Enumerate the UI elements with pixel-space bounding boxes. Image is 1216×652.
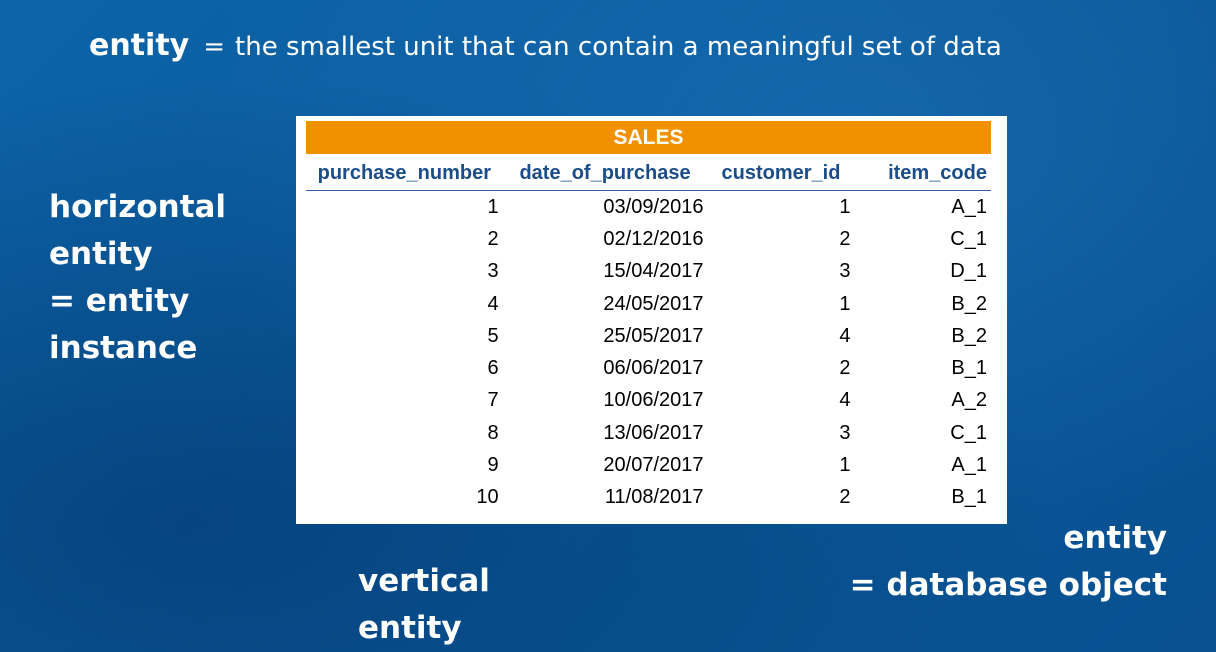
cell-item-code: B_1 <box>951 486 987 509</box>
cell-purchase-number: 7 <box>487 389 499 412</box>
table-row: 7 10/06/2017 4 A_2 <box>306 385 991 417</box>
horizontal-label-line: horizontal <box>49 189 227 225</box>
cell-date-of-purchase: 24/05/2017 <box>603 292 704 315</box>
cell-customer-id: 2 <box>839 486 851 509</box>
cell-purchase-number: 5 <box>487 324 499 347</box>
cell-purchase-number: 9 <box>487 454 499 477</box>
cell-customer-id: 2 <box>839 227 851 250</box>
cell-purchase-number: 3 <box>487 260 499 283</box>
database-object-label: entity = database object <box>850 515 1167 609</box>
cell-item-code: D_1 <box>950 260 987 283</box>
cell-item-code: B_2 <box>951 292 987 315</box>
cell-customer-id: 2 <box>839 357 851 380</box>
table-row: 9 20/07/2017 1 A_1 <box>306 449 991 481</box>
table-row: 10 11/08/2017 2 B_1 <box>306 482 991 514</box>
column-header-customer-id: customer_id <box>707 156 855 191</box>
cell-customer-id: 1 <box>839 195 851 218</box>
cell-purchase-number: 4 <box>487 292 499 315</box>
cell-purchase-number: 10 <box>476 486 499 509</box>
cell-item-code: C_1 <box>950 421 987 444</box>
cell-item-code: A_1 <box>951 454 987 477</box>
cell-customer-id: 4 <box>839 389 851 412</box>
definition-term: entity <box>89 28 190 63</box>
table-header-row: purchase_number date_of_purchase custome… <box>306 156 991 191</box>
cell-date-of-purchase: 11/08/2017 <box>604 486 704 509</box>
horizontal-entity-label: horizontal entity = entity instance <box>49 184 226 372</box>
definition-text: the smallest unit that can contain a mea… <box>235 32 1002 62</box>
cell-date-of-purchase: 06/06/2017 <box>603 357 704 380</box>
cell-purchase-number: 6 <box>487 357 499 380</box>
cell-customer-id: 1 <box>839 292 851 315</box>
cell-date-of-purchase: 10/06/2017 <box>603 389 704 412</box>
cell-customer-id: 1 <box>839 454 851 477</box>
vertical-entity-label: vertical entity <box>358 558 490 652</box>
vertical-label-line: vertical <box>358 563 490 599</box>
vertical-label-line: entity <box>358 610 462 646</box>
cell-date-of-purchase: 20/07/2017 <box>603 454 704 477</box>
cell-customer-id: 3 <box>839 260 851 283</box>
cell-purchase-number: 2 <box>487 227 499 250</box>
cell-date-of-purchase: 25/05/2017 <box>603 324 704 347</box>
table-row: 1 03/09/2016 1 A_1 <box>306 191 991 224</box>
column-header-date-of-purchase: date_of_purchase <box>502 156 708 191</box>
cell-purchase-number: 1 <box>487 195 499 218</box>
definition-equals: = <box>203 32 226 62</box>
cell-item-code: A_1 <box>951 195 987 218</box>
table-row: 3 15/04/2017 3 D_1 <box>306 256 991 288</box>
sales-table-card: SALES purchase_number date_of_purchase c… <box>296 116 1007 524</box>
cell-item-code: C_1 <box>950 227 987 250</box>
object-label-line: entity <box>1063 520 1167 556</box>
cell-purchase-number: 8 <box>487 421 499 444</box>
sales-table: purchase_number date_of_purchase custome… <box>306 156 991 514</box>
horizontal-label-line: = entity <box>49 283 190 319</box>
sales-table-title: SALES <box>306 121 991 154</box>
cell-customer-id: 4 <box>839 324 851 347</box>
table-row: 2 02/12/2016 2 C_1 <box>306 223 991 255</box>
column-header-purchase-number: purchase_number <box>306 156 503 191</box>
object-label-line: = database object <box>849 567 1167 603</box>
cell-customer-id: 3 <box>839 421 851 444</box>
definition-line: entity = the smallest unit that can contai… <box>89 24 1002 69</box>
table-row: 5 25/05/2017 4 B_2 <box>306 320 991 352</box>
cell-date-of-purchase: 02/12/2016 <box>603 227 704 250</box>
table-row: 8 13/06/2017 3 C_1 <box>306 417 991 449</box>
cell-date-of-purchase: 15/04/2017 <box>603 260 704 283</box>
cell-item-code: A_2 <box>951 389 987 412</box>
cell-item-code: B_2 <box>951 324 987 347</box>
horizontal-label-line: entity <box>49 236 153 272</box>
column-header-item-code: item_code <box>854 156 991 191</box>
cell-item-code: B_1 <box>951 357 987 380</box>
table-row: 4 24/05/2017 1 B_2 <box>306 288 991 320</box>
table-row: 6 06/06/2017 2 B_1 <box>306 352 991 384</box>
cell-date-of-purchase: 13/06/2017 <box>603 421 704 444</box>
cell-date-of-purchase: 03/09/2016 <box>603 195 704 218</box>
horizontal-label-line: instance <box>49 330 198 366</box>
